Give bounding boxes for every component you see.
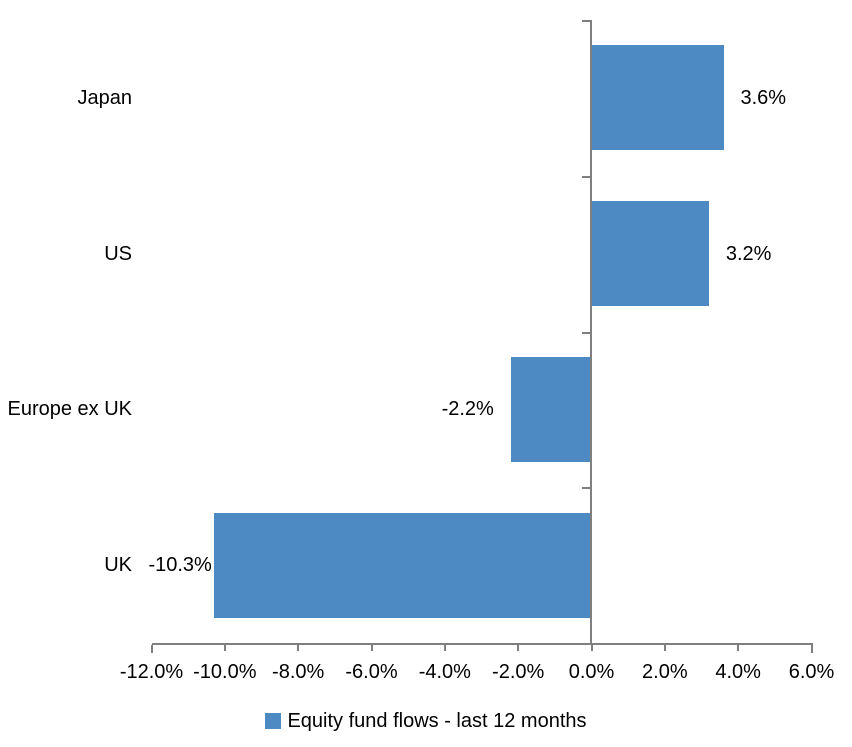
- x-tick-label: -8.0%: [272, 661, 325, 683]
- y-axis-line: [589, 20, 592, 645]
- x-tick-label: 6.0%: [788, 661, 835, 683]
- x-axis-tick: [370, 645, 373, 651]
- data-label-europe-ex-uk: -2.2%: [441, 398, 494, 421]
- x-axis-tick: [590, 645, 593, 651]
- bar-uk: [213, 512, 592, 618]
- y-axis-tick: [581, 175, 590, 178]
- category-label-us: US: [104, 242, 132, 265]
- x-tick-label: 2.0%: [642, 661, 688, 683]
- x-axis-tick: [223, 645, 226, 651]
- legend: Equity fund flows - last 12 months: [0, 709, 852, 733]
- x-axis-tick: [810, 645, 813, 653]
- x-axis-tick: [737, 645, 740, 651]
- x-axis-tick: [517, 645, 520, 651]
- legend-swatch-icon: [265, 713, 282, 729]
- x-tick-label: -2.0%: [492, 661, 545, 683]
- x-tick-label: -4.0%: [418, 661, 471, 683]
- x-tick-label: 0.0%: [568, 661, 615, 683]
- x-axis-line: [151, 643, 813, 645]
- data-label-us: 3.2%: [725, 242, 772, 265]
- x-axis-tick: [297, 645, 300, 651]
- bar-japan: [591, 45, 724, 151]
- x-tick-label: 4.0%: [715, 661, 761, 683]
- x-axis-tick: [443, 645, 446, 651]
- x-axis-tick: [150, 645, 153, 653]
- y-axis-tick: [581, 487, 590, 490]
- data-label-japan: 3.6%: [740, 86, 787, 109]
- legend-label: Equity fund flows - last 12 months: [287, 710, 587, 732]
- category-label-japan: Japan: [77, 86, 133, 109]
- bar-us: [591, 201, 709, 307]
- x-tick-label: -6.0%: [345, 661, 398, 683]
- category-label-europe-ex-uk: Europe ex UK: [7, 398, 132, 421]
- x-tick-label: -12.0%: [119, 661, 184, 683]
- y-axis-tick: [581, 20, 590, 22]
- x-axis-tick: [663, 645, 666, 651]
- x-tick-label: -10.0%: [193, 661, 257, 683]
- data-label-uk: -10.3%: [148, 554, 212, 577]
- category-label-uk: UK: [104, 554, 132, 577]
- y-axis-tick: [581, 331, 590, 334]
- bar-europe-ex-uk: [510, 356, 592, 462]
